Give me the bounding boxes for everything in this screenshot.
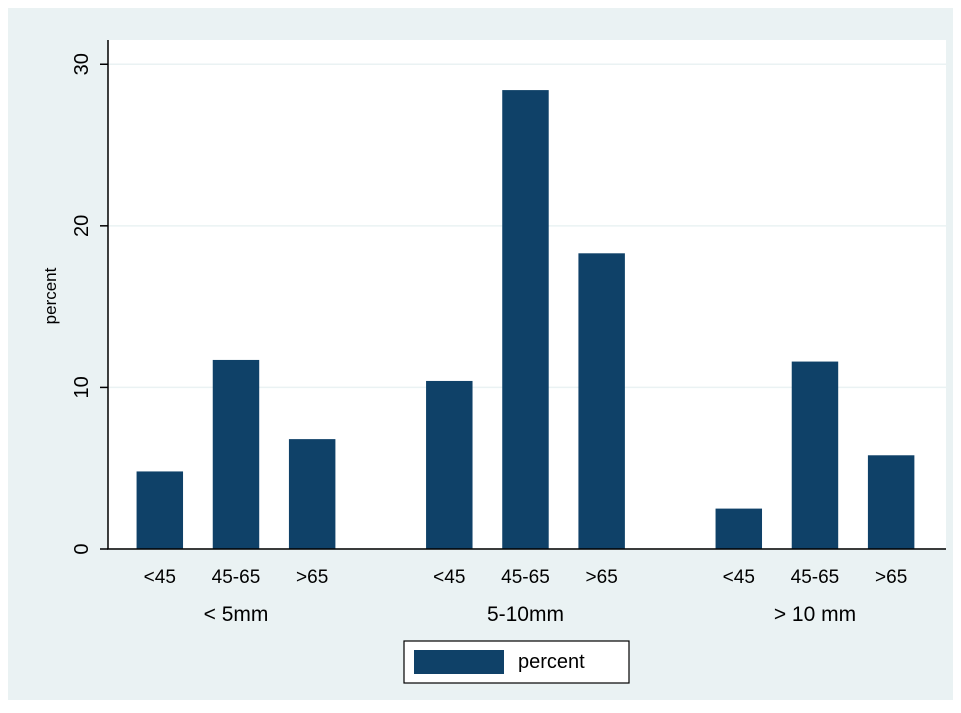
y-tick-label: 10 <box>71 376 93 398</box>
bar <box>426 380 473 549</box>
y-axis-label: percent <box>41 267 60 324</box>
y-tick-label: 0 <box>71 543 93 554</box>
bar <box>791 361 839 549</box>
bars <box>136 90 915 550</box>
bar <box>502 90 549 549</box>
y-axis-ticks: 0 10 20 30 <box>71 53 108 555</box>
bar <box>288 439 336 549</box>
x-category-label: >65 <box>875 567 907 588</box>
y-tick-label: 30 <box>71 53 93 75</box>
x-category-label: <45 <box>144 567 176 588</box>
bar <box>212 359 260 549</box>
legend: percent <box>403 640 630 684</box>
x-category-label: 45-65 <box>791 567 840 588</box>
y-tick-label: 20 <box>71 215 93 237</box>
x-category-label: 45-65 <box>501 567 550 588</box>
x-group-labels: < 5mm 5-10mm > 10 mm <box>204 603 857 626</box>
x-category-label: >65 <box>296 567 328 588</box>
bar <box>578 253 625 550</box>
x-category-label: >65 <box>586 567 618 588</box>
x-category-label: 45-65 <box>212 567 261 588</box>
x-group-label: 5-10mm <box>487 603 564 626</box>
legend-swatch <box>414 650 504 674</box>
bar <box>136 471 184 549</box>
x-category-labels: <45 45-65 >65 <45 45-65 >65 <45 45-65 >65 <box>144 567 908 588</box>
x-group-label: > 10 mm <box>774 603 856 626</box>
bar <box>715 508 763 549</box>
x-group-label: < 5mm <box>204 603 269 626</box>
x-category-label: <45 <box>433 567 465 588</box>
x-category-label: <45 <box>723 567 755 588</box>
bar <box>867 455 915 549</box>
legend-label: percent <box>518 651 585 673</box>
